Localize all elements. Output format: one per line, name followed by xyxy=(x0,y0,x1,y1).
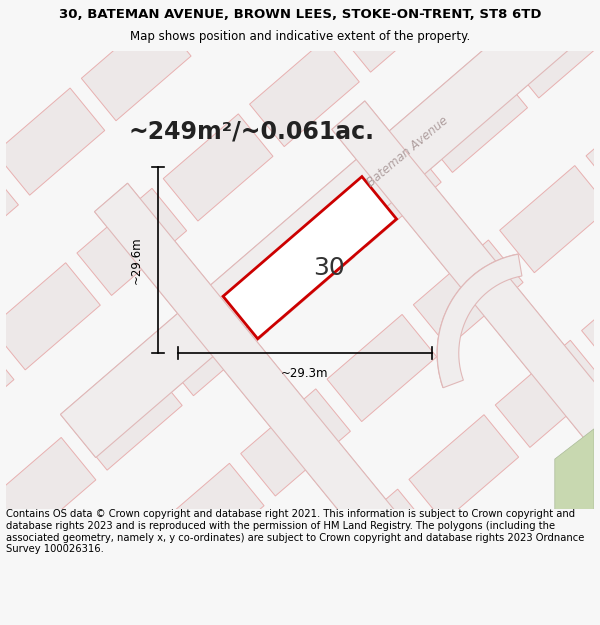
Polygon shape xyxy=(167,0,277,46)
Polygon shape xyxy=(437,254,522,388)
Polygon shape xyxy=(0,438,96,544)
Text: Bateman Avenue: Bateman Avenue xyxy=(365,114,451,189)
Polygon shape xyxy=(0,512,10,619)
Polygon shape xyxy=(413,240,523,347)
Polygon shape xyxy=(332,101,600,515)
Polygon shape xyxy=(82,14,191,121)
Polygon shape xyxy=(73,363,182,470)
Polygon shape xyxy=(590,0,600,24)
Text: ~29.6m: ~29.6m xyxy=(130,236,143,284)
Polygon shape xyxy=(95,183,505,625)
Polygon shape xyxy=(0,88,105,195)
Polygon shape xyxy=(409,415,518,522)
Polygon shape xyxy=(0,612,91,625)
Polygon shape xyxy=(159,289,269,396)
Polygon shape xyxy=(573,615,600,625)
Polygon shape xyxy=(581,266,600,373)
Polygon shape xyxy=(250,39,359,147)
Polygon shape xyxy=(68,538,178,625)
Polygon shape xyxy=(0,162,19,269)
Text: ~249m²/~0.061ac.: ~249m²/~0.061ac. xyxy=(128,120,374,144)
Polygon shape xyxy=(245,214,355,321)
Polygon shape xyxy=(0,337,14,444)
Polygon shape xyxy=(336,0,446,72)
Polygon shape xyxy=(331,140,441,247)
Polygon shape xyxy=(495,340,600,447)
Text: Map shows position and indicative extent of the property.: Map shows position and indicative extent… xyxy=(130,31,470,43)
Polygon shape xyxy=(555,429,594,509)
Polygon shape xyxy=(61,0,600,458)
Polygon shape xyxy=(163,114,273,221)
Polygon shape xyxy=(236,564,346,625)
Polygon shape xyxy=(323,489,433,596)
Text: 30, BATEMAN AVENUE, BROWN LEES, STOKE-ON-TRENT, ST8 6TD: 30, BATEMAN AVENUE, BROWN LEES, STOKE-ON… xyxy=(59,8,541,21)
Polygon shape xyxy=(0,0,109,21)
Polygon shape xyxy=(332,101,600,515)
Polygon shape xyxy=(577,441,600,548)
Polygon shape xyxy=(154,463,264,571)
Text: 30: 30 xyxy=(314,256,345,280)
Polygon shape xyxy=(491,515,600,622)
Polygon shape xyxy=(327,314,437,422)
Polygon shape xyxy=(504,0,600,98)
Polygon shape xyxy=(418,65,527,173)
Polygon shape xyxy=(77,188,187,296)
Polygon shape xyxy=(0,0,23,95)
Polygon shape xyxy=(404,589,514,625)
Polygon shape xyxy=(0,262,100,370)
Text: Contains OS data © Crown copyright and database right 2021. This information is : Contains OS data © Crown copyright and d… xyxy=(6,509,584,554)
Polygon shape xyxy=(95,183,505,625)
Polygon shape xyxy=(586,91,600,198)
Polygon shape xyxy=(500,166,600,272)
Text: ~29.3m: ~29.3m xyxy=(281,367,329,380)
Polygon shape xyxy=(241,389,350,496)
Polygon shape xyxy=(61,0,600,458)
Polygon shape xyxy=(223,177,397,339)
